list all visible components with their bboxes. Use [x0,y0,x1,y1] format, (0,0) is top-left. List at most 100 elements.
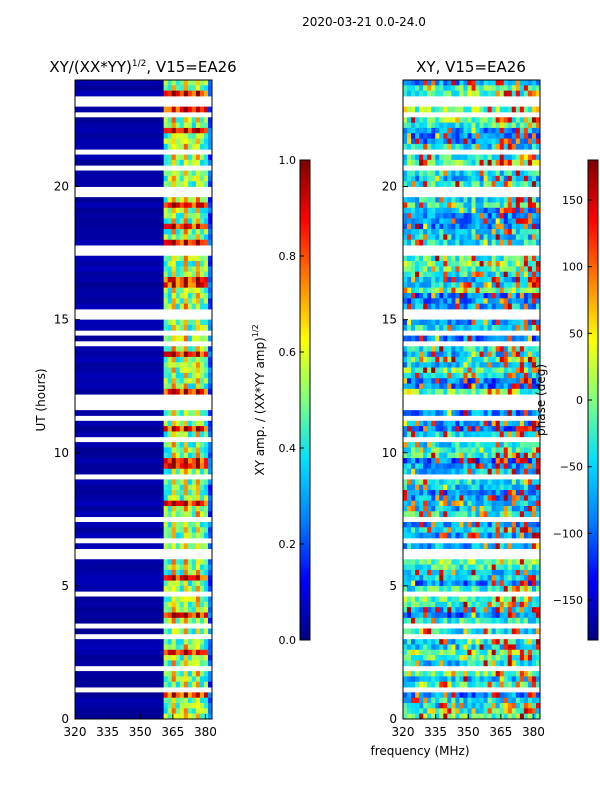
phase-cell [483,495,489,502]
amp-cell [75,447,165,454]
amp-cell [179,159,185,166]
phase-cell [407,388,412,395]
phase-cell [439,90,444,97]
phase-cell [487,170,493,177]
phase-cell [451,117,456,124]
amp-cell [171,490,177,496]
phase-cell [499,287,505,294]
phase-cell [439,207,444,214]
phase-cell [499,175,505,182]
phase-cell [403,521,408,528]
phase-cell [427,181,432,187]
phase-cell [459,319,464,326]
phase-cell [491,303,497,310]
amp-cell [167,154,173,161]
phase-cell [443,80,448,86]
amp-cell [163,420,169,427]
amp-cell [167,90,173,97]
phase-cell [459,127,464,134]
amp-cell [171,378,177,384]
phase-cell [475,447,480,454]
phase-cell [447,319,452,326]
phase-cell [443,154,448,161]
phase-cell [479,660,484,667]
amp-cell [207,649,213,656]
phase-cell [511,617,517,624]
phase-cell [411,372,416,379]
phase-cell [507,479,513,486]
phase-cell [487,617,493,624]
amp-cell [175,585,181,592]
phase-cell [535,346,541,352]
colorbar-tick-label: −50 [560,461,583,474]
phase-cell [439,223,444,230]
phase-cell [471,197,476,203]
phase-cell [431,569,436,576]
phase-cell [527,468,533,475]
phase-cell [459,293,464,299]
phase-cell [435,181,440,187]
phase-cell [471,442,476,448]
phase-cell [471,122,476,129]
phase-cell [479,426,484,432]
phase-cell [463,671,468,677]
phase-cell [467,154,472,161]
phase-cell [459,388,464,395]
amp-cell [195,649,201,656]
phase-cell [527,420,533,427]
amp-cell [171,511,177,518]
phase-cell [415,639,420,645]
phase-cell [451,527,456,534]
phase-cell [527,287,533,294]
amp-cell [207,175,213,182]
phase-cell [467,282,472,289]
amp-cell [75,639,165,645]
phase-cell [451,127,456,134]
phase-cell [455,287,460,294]
phase-cell [503,266,509,273]
amp-cell [179,261,185,267]
phase-cell [447,175,452,182]
amp-cell [75,452,165,459]
amp-cell [179,367,185,374]
phase-cell [427,127,432,134]
phase-cell [455,85,460,92]
phase-cell [459,575,464,581]
phase-cell [527,575,533,581]
phase-cell [527,580,533,587]
phase-cell [407,143,412,150]
phase-cell [511,175,517,182]
amp-cell [175,122,181,129]
phase-cell [507,181,513,187]
phase-cell [419,617,424,624]
phase-cell [431,234,436,241]
amp-cell [171,346,177,352]
phase-cell [527,655,533,661]
phase-cell [527,697,533,704]
phase-cell [487,708,493,715]
amp-cell [199,175,205,182]
phase-cell [535,596,541,603]
amp-cell [179,495,185,502]
phase-cell [491,431,497,438]
phase-cell [463,617,468,624]
phase-cell [519,213,525,219]
phase-cell [415,655,420,661]
y-tick-label: 20 [54,180,69,194]
amp-cell [163,671,169,677]
phase-cell [467,585,472,592]
x-tick-label: 350 [129,725,152,739]
phase-cell [431,117,436,124]
phase-cell [439,181,444,187]
amp-cell [163,452,169,459]
phase-cell [483,484,489,491]
amp-cell [179,410,185,416]
amp-cell [179,649,185,656]
amp-cell [199,697,205,704]
phase-cell [459,713,464,720]
phase-cell [455,617,460,624]
amp-cell [195,703,201,709]
phase-cell [431,181,436,187]
phase-cell [455,511,460,518]
phase-cell [467,452,472,459]
